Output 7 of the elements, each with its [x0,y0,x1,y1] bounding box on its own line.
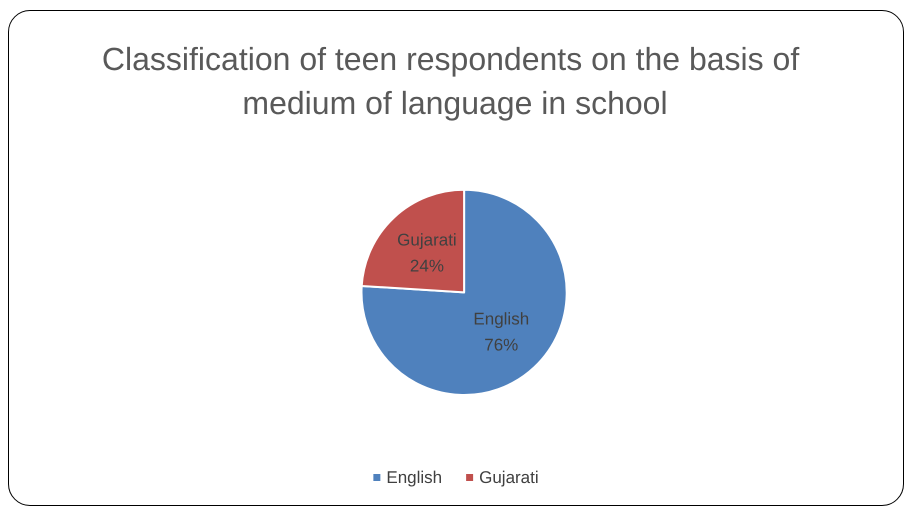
chart-title: Classification of teen respondents on the basis of medium of language in school [102,41,808,121]
slice-label: Gujarati [397,230,457,250]
legend-label: Gujarati [479,468,539,487]
legend-label: English [386,468,442,487]
data-label: 24% [410,256,444,276]
slice-label: English [473,309,530,328]
data-label: 76% [484,335,518,354]
